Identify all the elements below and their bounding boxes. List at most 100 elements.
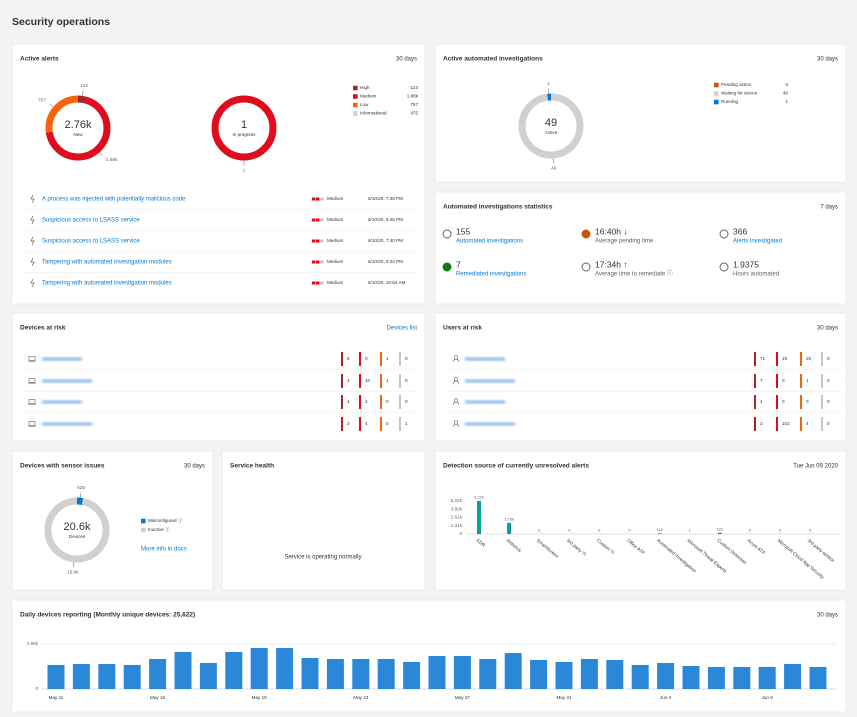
risk-bar (380, 417, 382, 431)
card (434, 191, 847, 305)
legend-swatch (714, 91, 719, 96)
stat-label: Average pending time (595, 239, 654, 245)
bar (479, 659, 497, 689)
y-tick-label: 3.92k (451, 506, 463, 511)
value-label: 0 (749, 528, 752, 533)
alert-title[interactable]: Tampering with automated investigation m… (42, 281, 172, 287)
risk-count: 0 (827, 399, 830, 404)
bar (250, 647, 268, 689)
risk-count: 1 (405, 421, 408, 426)
bar (326, 659, 344, 689)
user-icon (452, 358, 460, 363)
legend-swatch (714, 82, 719, 88)
risk-bar (800, 395, 802, 409)
legend-label: Inactive ⓘ (148, 526, 170, 533)
x-tick-label: May 19 (252, 695, 268, 700)
card-title: Service health (230, 463, 274, 470)
risk-bar (399, 352, 401, 366)
severity-bar (316, 197, 320, 201)
alert-severity: Medium (327, 280, 344, 285)
stat-label[interactable]: Alerts investigated (733, 239, 782, 245)
legend-value: 123 (410, 85, 418, 90)
bar (682, 665, 700, 689)
risk-bar (380, 352, 382, 366)
card-title: Devices with sensor issues (20, 463, 105, 470)
legend-swatch (141, 527, 146, 533)
bar (377, 659, 395, 689)
value-label: 0 (568, 528, 571, 533)
bar (123, 664, 141, 689)
bar (174, 651, 192, 689)
device-icon (28, 378, 36, 383)
risk-bar (821, 352, 823, 366)
card-period: 30 days (396, 57, 417, 63)
bar (555, 661, 573, 689)
risk-count: 0 (365, 356, 368, 361)
blurred-name (465, 400, 505, 404)
blurred-name (42, 422, 92, 426)
risk-count: 0 (806, 399, 809, 404)
card-link[interactable]: Devices list (387, 326, 418, 332)
card-title: Active alerts (20, 56, 59, 63)
risk-count: 0 (782, 378, 785, 383)
risk-count: 6 (347, 356, 350, 361)
card-title: Automated investigations statistics (443, 204, 553, 211)
severity-bar (316, 239, 320, 243)
donut-segment (45, 95, 111, 161)
donut-segment (45, 95, 111, 161)
risk-bar (821, 374, 823, 388)
stat-label[interactable]: Automated investigations (456, 239, 523, 245)
stat-value: 1.9375 (733, 259, 759, 269)
bar (453, 656, 471, 689)
alert-time: 6/10/20, 7:38 PM (368, 196, 403, 201)
bar (758, 666, 776, 689)
stat-icon (719, 262, 729, 272)
severity-bar (316, 218, 320, 222)
alert-time: 6/10/20, 6:24 PM (368, 259, 403, 264)
card-period: 30 days (817, 57, 838, 63)
risk-bar (359, 374, 361, 388)
risk-bar (359, 395, 361, 409)
risk-count: 3 (760, 421, 763, 426)
x-tick-label: EDR (476, 538, 487, 549)
risk-count: 1 (386, 356, 389, 361)
stat-value: 7 (456, 259, 461, 269)
risk-bar (800, 417, 802, 431)
stat-label[interactable]: Remediated investigations (456, 272, 526, 278)
bar (225, 651, 243, 689)
severity-bar (312, 260, 316, 264)
risk-count: 4 (806, 421, 809, 426)
risk-count: 3 (347, 421, 350, 426)
risk-count: 0 (827, 421, 830, 426)
donut-caption: Active (545, 130, 558, 135)
y-tick-label: 2.61k (451, 515, 463, 520)
value-label: 0 (628, 528, 631, 533)
alert-title[interactable]: Suspicious access to LSASS service (42, 239, 140, 245)
risk-count: 4 (365, 421, 368, 426)
bar (352, 659, 370, 689)
card-title: Devices at risk (20, 325, 66, 332)
legend-value: 757 (410, 102, 418, 107)
stat-icon (442, 262, 452, 272)
legend-value: 48 (783, 91, 789, 96)
alert-time: 6/10/20, 5:46 PM (368, 217, 403, 222)
x-tick-label: Jun 8 (762, 695, 774, 700)
device-icon (28, 356, 36, 361)
alert-title[interactable]: Suspicious access to LSASS service (42, 218, 140, 224)
service-status: Service is operating normally (284, 555, 361, 561)
bar (657, 662, 675, 689)
severity-bar (320, 281, 324, 285)
donut-label: 628 (77, 485, 85, 490)
risk-bar (821, 395, 823, 409)
alert-title[interactable]: A process was injected with potentially … (42, 197, 186, 203)
risk-bar (776, 374, 778, 388)
legend-value: 1.88k (407, 94, 419, 99)
donut-label: 19.9k (67, 570, 79, 575)
alert-title[interactable]: Tampering with automated investigation m… (42, 260, 172, 266)
docs-link[interactable]: More info in docs (141, 547, 187, 553)
bar (47, 664, 65, 689)
bar (507, 522, 512, 534)
card-title: Detection source of currently unresolved… (443, 463, 589, 470)
alert-time: 6/10/20, 10:54 AM (368, 280, 405, 285)
risk-bar (754, 352, 756, 366)
